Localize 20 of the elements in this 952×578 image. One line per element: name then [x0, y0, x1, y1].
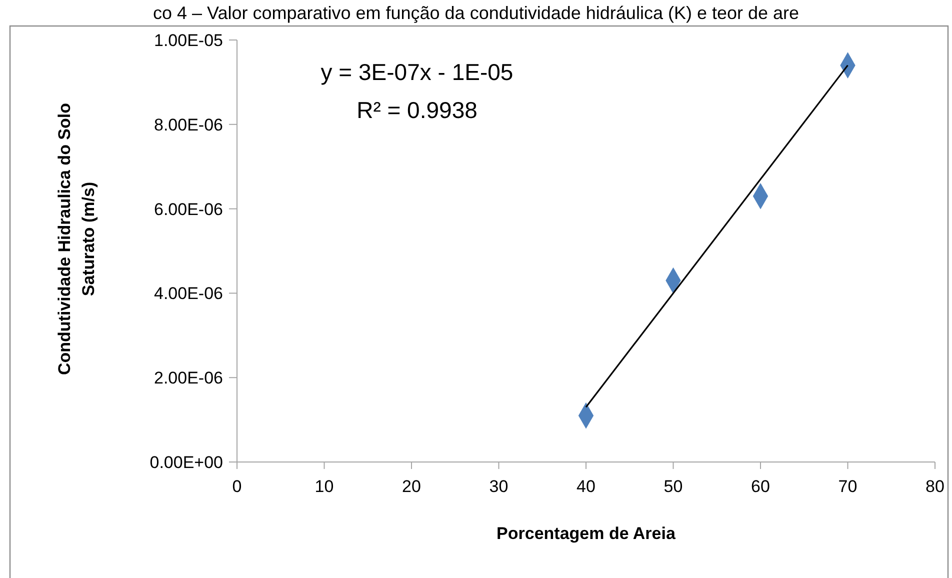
x-tick-label: 10 — [314, 477, 334, 496]
y-tick-label: 2.00E-06 — [154, 368, 223, 388]
x-tick-label: 70 — [838, 477, 858, 496]
annotation: y = 3E-07x - 1E-05 — [320, 59, 514, 85]
annotation: R² = 0.9938 — [356, 97, 478, 123]
chart-title: co 4 – Valor comparativo em função da condutividade hidráulica (K) e teor de are — [152, 3, 800, 23]
y-tick-label: 1.00E-05 — [154, 30, 223, 50]
x-axis-title: Porcentagem de Areia — [496, 524, 676, 543]
y-tick-label: 6.00E-06 — [154, 200, 223, 219]
x-tick-label: 30 — [489, 477, 508, 496]
x-tick-label: 0 — [232, 477, 242, 496]
y-tick-label: 8.00E-06 — [154, 115, 223, 134]
x-tick-label: 20 — [402, 477, 421, 496]
y-axis-title: Condutividade Hidraulica do Solo Saturato (m/s) — [55, 102, 98, 376]
x-tick-label: 80 — [926, 477, 944, 496]
y-tick-label: 4.00E-06 — [154, 284, 223, 304]
x-tick-label: 60 — [751, 477, 770, 496]
x-tick-label: 40 — [576, 477, 596, 496]
y-tick-label: 0.00E+00 — [150, 452, 223, 472]
x-tick-label: 50 — [664, 477, 683, 496]
